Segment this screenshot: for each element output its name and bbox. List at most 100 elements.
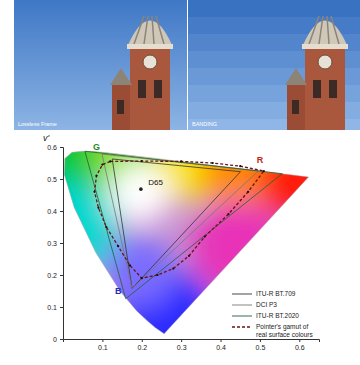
tick-label: 0.2	[137, 344, 147, 351]
gamut-outline	[112, 159, 240, 288]
dome-stripe	[152, 16, 154, 44]
clock	[143, 55, 157, 69]
plot-area	[63, 147, 319, 339]
dome-stripe	[134, 16, 144, 44]
tick-label: 0.3	[47, 240, 57, 247]
legend-swatch	[232, 305, 252, 306]
tick-label: 0.4	[47, 208, 57, 215]
cornice	[302, 44, 348, 49]
gamut-marker	[141, 277, 143, 279]
annotation: G	[93, 142, 100, 152]
tick-mark	[221, 339, 222, 342]
legend: ITU-R BT.709DCI P3ITU-R BT.2020Pointer's…	[232, 290, 313, 338]
tick-label: 0.6	[295, 344, 305, 351]
gamut-marker	[180, 160, 182, 162]
window	[138, 80, 146, 98]
figure: Lossless FrameBANDING0.10.20.30.40.50.60…	[0, 0, 360, 365]
window	[154, 80, 162, 98]
window	[313, 80, 321, 98]
gamut-marker	[109, 160, 111, 162]
sky-band	[188, 0, 360, 17]
tick-label: 0.1	[47, 304, 57, 311]
tick-mark	[60, 179, 63, 180]
tick-label: 0.6	[47, 144, 57, 151]
tower-body	[130, 45, 170, 130]
gamut-marker	[141, 160, 143, 162]
tick-label: 0.1	[98, 344, 108, 351]
gamut-marker	[212, 162, 214, 164]
colour-glow	[258, 147, 319, 223]
tick-label: 0.3	[177, 344, 187, 351]
spectral-locus	[64, 151, 308, 333]
gamut-marker	[129, 264, 131, 266]
dome-stripe	[156, 16, 164, 44]
tick-mark	[142, 339, 143, 342]
legend-label: DCI P3	[256, 301, 277, 308]
gamut-outline	[95, 161, 264, 278]
turret-roof	[285, 68, 307, 85]
window	[292, 100, 299, 114]
tick: 0	[53, 336, 63, 343]
photo-label: BANDING	[192, 121, 217, 127]
gamut-marker	[263, 170, 265, 172]
tick-mark	[60, 243, 63, 244]
gamut-outline	[85, 151, 282, 299]
legend-swatch	[232, 326, 252, 327]
gamut-marker	[97, 207, 99, 209]
annotation: D65	[148, 178, 163, 187]
dome-stripe	[319, 16, 323, 44]
tick: 0.4	[47, 208, 63, 215]
annotation: B	[115, 286, 122, 296]
legend-label: Pointer's gamut ofreal surface colours	[256, 323, 313, 338]
tick-mark	[60, 307, 63, 308]
photo-label: Lossless Frame	[18, 121, 57, 127]
gamut-marker	[227, 213, 229, 215]
gamut-marker	[117, 245, 119, 247]
axis-line	[64, 340, 320, 343]
tick-mark	[299, 339, 300, 342]
tick: 0.6	[295, 339, 305, 351]
locus-colour-fill	[63, 147, 319, 339]
y-axis: 0 0.1 0.2 0.3 0.4 0.5 0.6	[47, 144, 63, 343]
tick-mark	[181, 339, 182, 342]
tick: 0.2	[47, 272, 63, 279]
gamut-marker	[172, 268, 174, 270]
tick-label: 0.5	[256, 344, 266, 351]
gamut-marker	[105, 226, 107, 228]
cornice	[127, 44, 173, 49]
y-axis-title: v'	[43, 133, 50, 143]
gamut-marker	[156, 274, 158, 276]
tick: 0.3	[47, 240, 63, 247]
window	[329, 80, 337, 98]
colour-glow	[191, 201, 283, 293]
tick-label: 0.5	[47, 176, 57, 183]
white-point	[139, 187, 143, 191]
tick: 0.5	[256, 339, 266, 351]
tick-mark	[260, 339, 261, 342]
tick-label: 0	[53, 336, 57, 343]
tower-side	[287, 85, 305, 130]
tick: 0.1	[98, 339, 108, 351]
locus-gradient	[63, 147, 319, 339]
tick-label: 0.4	[216, 344, 226, 351]
gamut-marker	[247, 191, 249, 193]
x-axis: 0.1 0.2 0.3 0.4 0.5 0.6	[64, 339, 320, 351]
gamut-marker	[204, 236, 206, 238]
tick: 0.6	[47, 144, 63, 151]
gamut-marker	[95, 175, 97, 177]
tick-mark	[60, 147, 63, 148]
tick-label: 0.2	[47, 272, 57, 279]
gamut-outline	[102, 154, 259, 288]
dome-stripe	[331, 16, 339, 44]
dome-stripe	[144, 16, 148, 44]
tick-mark	[60, 339, 63, 340]
gamut-marker	[101, 164, 103, 166]
photo: Lossless Frame BANDING	[14, 0, 360, 136]
legend-swatch	[232, 294, 252, 295]
photo-banding	[188, 0, 360, 130]
tower-body	[305, 45, 345, 130]
tick: 0.3	[177, 339, 187, 351]
legend-label: ITU-R BT.2020	[256, 312, 299, 319]
gamut-marker	[239, 165, 241, 167]
turret-roof	[110, 68, 132, 85]
